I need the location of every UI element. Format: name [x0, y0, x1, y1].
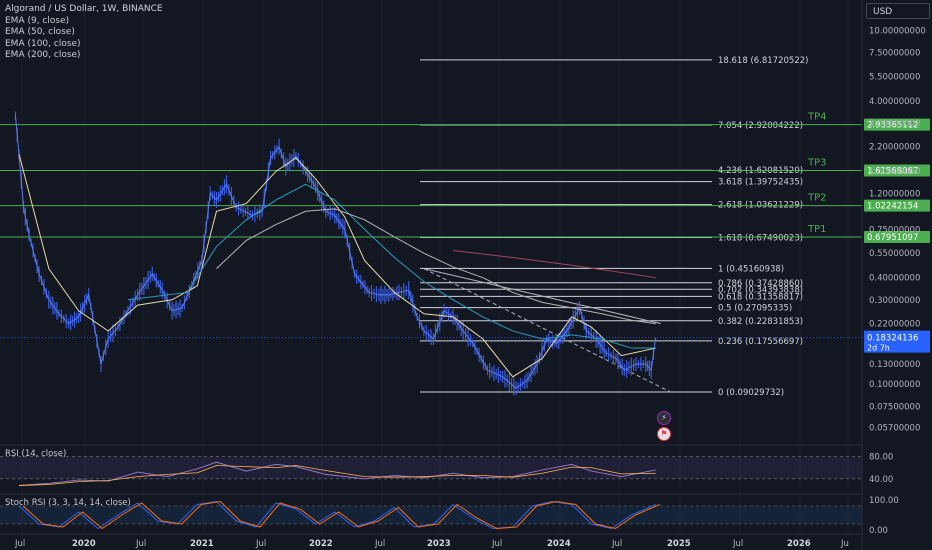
time-axis-tick: Jul	[611, 539, 622, 549]
flag-icon[interactable]: ⚑	[657, 427, 671, 441]
rsi-ma-line	[18, 465, 656, 486]
time-axis-tick: Jul	[255, 539, 266, 549]
fib-level-label: 1.618 (0.67490023)	[718, 234, 803, 244]
current-price-countdown: 2d 7h	[867, 344, 890, 353]
stoch-pane-title[interactable]: Stoch RSI (3, 3, 14, 14, close)	[5, 498, 131, 508]
price-axis-tick: 0.55000000	[869, 249, 920, 259]
tp-label: TP1	[807, 224, 827, 235]
time-axis-tick: 2020	[72, 539, 96, 549]
rsi-band	[0, 456, 862, 479]
fib-level-label: 3.618 (1.39752435)	[718, 178, 803, 188]
price-axis-tick: 0.13000000	[869, 360, 920, 370]
rsi-tick: 40.00	[869, 475, 893, 485]
time-axis-tick: 2026	[787, 539, 811, 549]
time-axis-tick: Ju	[840, 539, 849, 549]
price-axis-tick: 2.20000000	[869, 143, 920, 153]
tp-label: TP2	[807, 193, 827, 204]
price-axis-tick: 0.10000000	[869, 380, 920, 390]
current-price-value: 0.18324136	[867, 334, 918, 344]
time-axis-tick: Jul	[374, 539, 385, 549]
current-price-tag	[864, 330, 930, 353]
price-axis-tick: 1.20000000	[869, 189, 920, 199]
stoch-tick: 0.00	[869, 526, 888, 536]
fib-level-label: 7.054 (2.92004222)	[718, 121, 803, 131]
ema-9-label[interactable]: EMA (9, close)	[5, 15, 70, 26]
ema-50-label[interactable]: EMA (50, close)	[5, 27, 75, 37]
ema-100-label[interactable]: EMA (100, close)	[5, 38, 81, 49]
time-axis-tick: 2022	[309, 539, 333, 549]
price-axis-tick: 0.07500000	[869, 402, 920, 412]
time-axis-tick: Jul	[135, 539, 146, 549]
stoch-tick: 100.00	[869, 496, 899, 506]
fib-level-label: 0.236 (0.17556697)	[718, 337, 803, 347]
fib-level-label: 0.618 (0.31358817)	[718, 292, 803, 302]
tp-label: TP4	[807, 112, 827, 123]
tp-price-tag-text: 2.93365112	[867, 121, 918, 131]
time-axis-tick: 2023	[427, 539, 451, 549]
chart-axes: 10.00000000 7.50000000 5.50000000 4.0000000…	[14, 0, 926, 550]
fib-level-label: 4.236 (1.62081520)	[718, 166, 803, 176]
take-profit-lines: TP4 2.93365112 TP3 1.61568067 TP2 1.02242154 T…	[0, 112, 930, 243]
stoch-d-line	[22, 500, 660, 530]
ema-100-line	[216, 208, 656, 325]
tp-price-tag	[864, 118, 930, 131]
price-axis-tick: 0.22000000	[869, 320, 920, 330]
fib-extension-levels: 18.618 (6.81720522) 7.054 (2.92004222) 4.2…	[420, 56, 808, 398]
fib-level-label: 18.618 (6.81720522)	[718, 56, 808, 66]
descending-trendline	[423, 268, 662, 325]
rsi-pane-title[interactable]: RSI (14, close)	[5, 449, 67, 459]
lightning-icon[interactable]: ⚡	[657, 411, 671, 425]
fib-level-label: 0.5 (0.27095335)	[718, 304, 792, 314]
fib-level-label: 0.786 (0.37428860)	[718, 279, 803, 289]
price-axis-tick: 5.50000000	[869, 72, 920, 82]
tp-price-tag	[864, 230, 930, 243]
time-axis-tick: Jul	[732, 539, 743, 549]
fib-level-label: 0.702 (0.34393838)	[718, 285, 803, 295]
price-axis-tick: 10.00000000	[869, 26, 926, 36]
tp-price-tag-text: 1.61568067	[867, 166, 918, 176]
price-axis-tick: 0.40000000	[869, 274, 920, 284]
price-axis-tick: 3.00000000	[869, 119, 920, 129]
fib-level-label: 1 (0.45160938)	[718, 264, 784, 274]
price-axis-tick: 0.75000000	[869, 225, 920, 235]
time-axis-tick: Jul	[491, 539, 502, 549]
indicator-panes	[0, 444, 862, 535]
tp-price-tag	[864, 199, 930, 212]
chart-legend: Algorand / US Dollar, 1W, BINANCE EMA (9…	[5, 4, 163, 62]
symbol-title: Algorand / US Dollar, 1W, BINANCE	[5, 4, 163, 14]
fib-level-label: 0.382 (0.22831853)	[718, 317, 803, 327]
rsi-tick: 80.00	[869, 453, 893, 463]
rsi-line	[18, 461, 656, 487]
price-axis-tick: 0.30000000	[869, 296, 920, 306]
time-axis-tick: Jul	[14, 539, 25, 549]
price-axis-tick: 4.00000000	[869, 97, 920, 107]
ema-200-line	[453, 249, 656, 279]
stoch-band	[0, 506, 862, 524]
time-axis-tick: 2024	[547, 539, 571, 549]
tp-price-tag-text: 0.67951097	[867, 233, 918, 243]
tp-price-tag-text: 1.02242154	[867, 202, 918, 212]
fib-level-label: 0 (0.09029732)	[718, 388, 784, 398]
price-axis-tick: 7.50000000	[869, 49, 920, 59]
price-axis-tick: 0.05700000	[869, 423, 920, 433]
ema-50-line	[127, 183, 656, 349]
stoch-k-line	[18, 500, 656, 530]
price-line	[14, 115, 657, 389]
tp-label: TP3	[807, 157, 827, 168]
price-axis-tick: 1.60000000	[869, 167, 920, 177]
time-axis-tick: 2021	[190, 539, 214, 549]
currency-button[interactable]: USD	[866, 3, 930, 19]
tp-price-tag	[864, 164, 930, 177]
time-axis-tick: 2025	[667, 539, 691, 549]
ema-200-label[interactable]: EMA (200, close)	[5, 50, 81, 60]
